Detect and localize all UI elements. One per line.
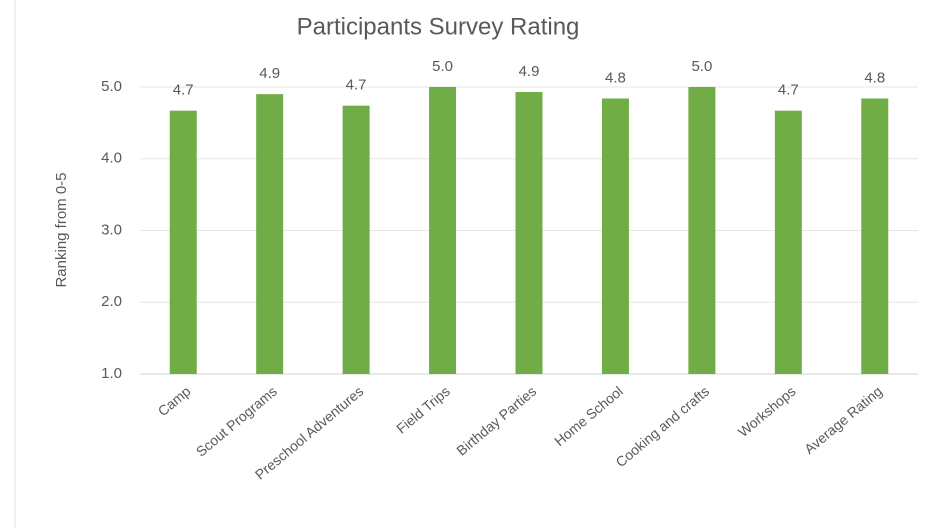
bar bbox=[256, 94, 284, 375]
chart-title: Participants Survey Rating bbox=[297, 13, 580, 40]
y-tick-label: 2.0 bbox=[101, 293, 122, 310]
x-tick-label: Cooking and crafts bbox=[612, 383, 712, 470]
bar bbox=[515, 92, 543, 375]
y-axis-label: Ranking from 0-5 bbox=[53, 172, 70, 287]
bar bbox=[774, 110, 802, 375]
bar bbox=[688, 87, 716, 374]
value-label: 5.0 bbox=[432, 58, 453, 75]
bar bbox=[601, 98, 629, 374]
x-tick-label: Field Trips bbox=[393, 383, 453, 437]
y-tick-label: 1.0 bbox=[101, 365, 122, 382]
x-tick-label: Camp bbox=[155, 383, 194, 419]
value-label: 4.9 bbox=[259, 65, 280, 82]
value-label: 5.0 bbox=[691, 58, 712, 75]
value-label: 4.7 bbox=[346, 77, 367, 94]
value-label: 4.7 bbox=[173, 82, 194, 99]
x-tick-label: Birthday Parties bbox=[453, 383, 539, 459]
x-tick-label: Scout Programs bbox=[193, 383, 280, 460]
bar bbox=[342, 105, 370, 374]
value-label: 4.9 bbox=[519, 63, 540, 80]
value-label: 4.8 bbox=[605, 69, 626, 86]
bar bbox=[169, 110, 197, 375]
bar bbox=[861, 98, 889, 374]
x-tick-label: Home School bbox=[551, 383, 626, 449]
y-tick-label: 3.0 bbox=[101, 221, 122, 238]
y-tick-label: 4.0 bbox=[101, 150, 122, 167]
x-tick-label: Workshops bbox=[735, 383, 799, 440]
x-tick-label: Average Rating bbox=[801, 383, 885, 457]
value-label: 4.8 bbox=[864, 69, 885, 86]
bar bbox=[429, 87, 457, 374]
value-label: 4.7 bbox=[778, 82, 799, 99]
y-tick-label: 5.0 bbox=[101, 78, 122, 95]
